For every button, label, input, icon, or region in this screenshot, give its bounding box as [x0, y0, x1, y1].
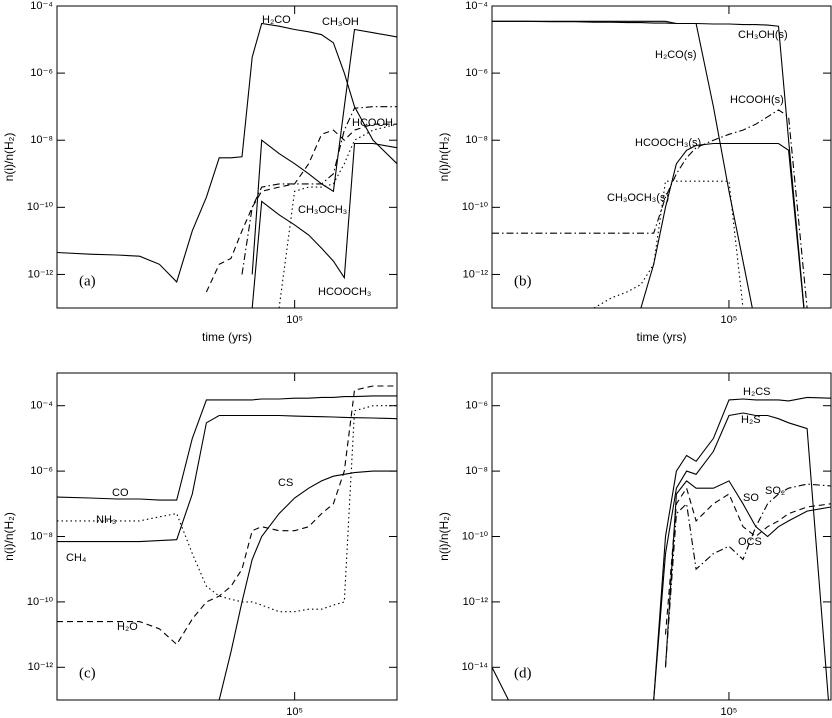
series-label: CH₃OCH₃	[298, 204, 347, 216]
y-tick-label: 10⁻¹⁰	[27, 201, 54, 213]
y-tick-label: 10⁻¹⁴	[462, 661, 489, 673]
series-label: HCOOH	[352, 117, 393, 129]
series-label: CO	[112, 487, 129, 499]
y-tick-label: 10⁻¹⁰	[462, 201, 489, 213]
series-line	[205, 123, 397, 293]
series-label: H₂S	[741, 414, 761, 426]
series-label: CH₃OH	[322, 16, 359, 28]
series-label: H₂CS	[743, 386, 771, 398]
series-line	[492, 109, 808, 308]
series-label: CS	[278, 477, 293, 489]
x-tick-label: 10⁵	[286, 706, 303, 718]
plot-frame	[56, 5, 398, 309]
plot-frame	[491, 5, 832, 309]
x-axis-label: time (yrs)	[637, 330, 687, 344]
y-tick-label: 10⁻⁶	[465, 67, 488, 79]
series-line	[492, 20, 805, 308]
series-line	[251, 142, 397, 308]
series-line	[57, 385, 397, 646]
y-tick-label: 10⁻⁸	[465, 465, 488, 477]
panel-label: (d)	[514, 665, 532, 681]
series-label: OCS	[738, 536, 762, 548]
series-label: HCOOCH₃	[318, 286, 371, 298]
plot-frame	[491, 372, 832, 701]
series-line	[653, 396, 831, 700]
y-tick-label: 10⁻⁴	[30, 400, 53, 412]
y-tick-label: 10⁻¹²	[28, 268, 54, 280]
y-tick-label: 10⁻⁴	[30, 0, 53, 12]
series-label: CH₃OH(s)	[738, 29, 788, 41]
series-label: H₂CO	[262, 14, 291, 26]
series-line	[57, 395, 397, 501]
x-tick-label: 10⁵	[721, 706, 738, 718]
y-tick-label: 10⁻⁸	[30, 530, 53, 542]
panel: 10⁻⁴ 10⁻⁶ 10⁻⁸ 10⁻¹⁰ 10⁻¹² 10⁵ time (yrs) n(i)/…	[2, 0, 398, 344]
y-tick-label: 10⁻⁶	[465, 400, 488, 412]
x-tick-label: 10⁵	[721, 314, 738, 326]
series-line	[278, 123, 397, 308]
panel-label: (c)	[79, 665, 96, 681]
series-label: SO	[743, 492, 759, 504]
series-label: H₂CO(s)	[655, 49, 697, 61]
series-label: HCOOCH₃(s)	[635, 137, 701, 149]
series-line	[492, 20, 753, 308]
series-label: CH₄	[66, 552, 87, 564]
y-axis-label: n(i)/n(H₂)	[2, 133, 16, 182]
y-tick-label: 10⁻¹²	[463, 596, 489, 608]
series-label: CH₃OCH₃(s)	[607, 192, 669, 204]
y-axis-label: n(i)/n(H₂)	[2, 512, 16, 561]
y-tick-label: 10⁻⁶	[30, 465, 53, 477]
plot-frame	[56, 372, 398, 701]
series-line	[492, 412, 829, 700]
y-axis-label: n(i)/n(H₂)	[437, 512, 451, 561]
series-label: NH₃	[96, 514, 116, 526]
y-axis-label: n(i)/n(H₂)	[437, 133, 451, 182]
y-tick-label: 10⁻¹²	[463, 268, 489, 280]
series-line	[57, 414, 397, 543]
series-line	[57, 405, 397, 613]
y-tick-label: 10⁻⁸	[30, 134, 53, 146]
series-line	[664, 486, 831, 635]
series-line	[218, 470, 397, 700]
panel-label: (a)	[79, 273, 96, 289]
panel-label: (b)	[514, 273, 532, 289]
panel: 10⁻⁴ 10⁻⁶ 10⁻⁸ 10⁻¹⁰ 10⁻¹² 10⁵ time (yrs) n(i)/…	[437, 0, 832, 344]
series-line	[251, 28, 397, 275]
series-line	[57, 22, 397, 283]
series-line	[241, 106, 397, 275]
series-line	[640, 142, 805, 308]
series-label: H₂O	[117, 621, 138, 633]
series-label: SO₂	[765, 485, 785, 497]
x-tick-label: 10⁵	[286, 314, 303, 326]
y-tick-label: 10⁻¹²	[28, 661, 54, 673]
y-tick-label: 10⁻⁶	[30, 67, 53, 79]
y-tick-label: 10⁻¹⁰	[27, 596, 54, 608]
y-tick-label: 10⁻⁸	[465, 134, 488, 146]
x-axis-label: time (yrs)	[202, 330, 252, 344]
series-line	[664, 480, 831, 668]
y-tick-label: 10⁻⁴	[465, 0, 488, 12]
y-tick-label: 10⁻¹⁰	[462, 530, 489, 542]
series-line	[664, 483, 831, 668]
series-label: HCOOH(s)	[730, 94, 784, 106]
